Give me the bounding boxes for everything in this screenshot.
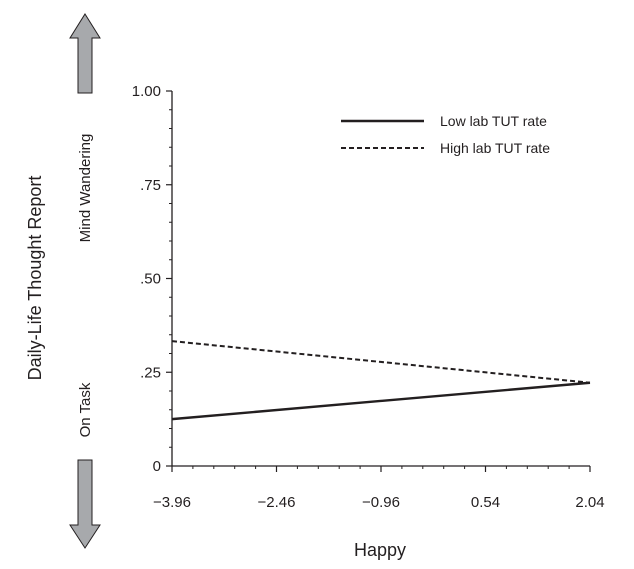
x-tick-label: 2.04 <box>575 494 604 511</box>
y-axis-title: Daily-Life Thought Report <box>25 176 45 381</box>
y-tick-label: .75 <box>140 177 161 194</box>
x-tick-label: −2.46 <box>258 494 296 511</box>
y-tick-label: .25 <box>140 364 161 381</box>
legend-label: High lab TUT rate <box>440 140 550 156</box>
y-upper-label: Mind Wandering <box>77 134 94 243</box>
y-axis-labels: Daily-Life Thought Report Mind Wandering… <box>25 134 94 438</box>
series-line-high-tut <box>171 340 591 384</box>
legend: Low lab TUT rate High lab TUT rate <box>341 113 550 156</box>
up-arrow-icon <box>69 13 101 94</box>
x-tick-label: −0.96 <box>362 494 400 511</box>
x-tick-label: −3.96 <box>153 494 191 511</box>
series-line-low-tut <box>171 381 591 421</box>
y-lower-label: On Task <box>77 382 94 437</box>
y-tick-label: 0 <box>153 458 161 475</box>
x-axis-title: Happy <box>354 540 406 560</box>
series-layer <box>171 340 591 421</box>
y-tick-label: .50 <box>140 271 161 288</box>
y-tick-label: 1.00 <box>132 83 161 100</box>
axes: 0 .25 .50 .75 1.00 −3.96 −2.46 −0.96 0.54 2.04 <box>132 83 605 511</box>
down-arrow-icon <box>69 459 101 549</box>
x-tick-label: 0.54 <box>471 494 500 511</box>
legend-label: Low lab TUT rate <box>440 113 547 129</box>
